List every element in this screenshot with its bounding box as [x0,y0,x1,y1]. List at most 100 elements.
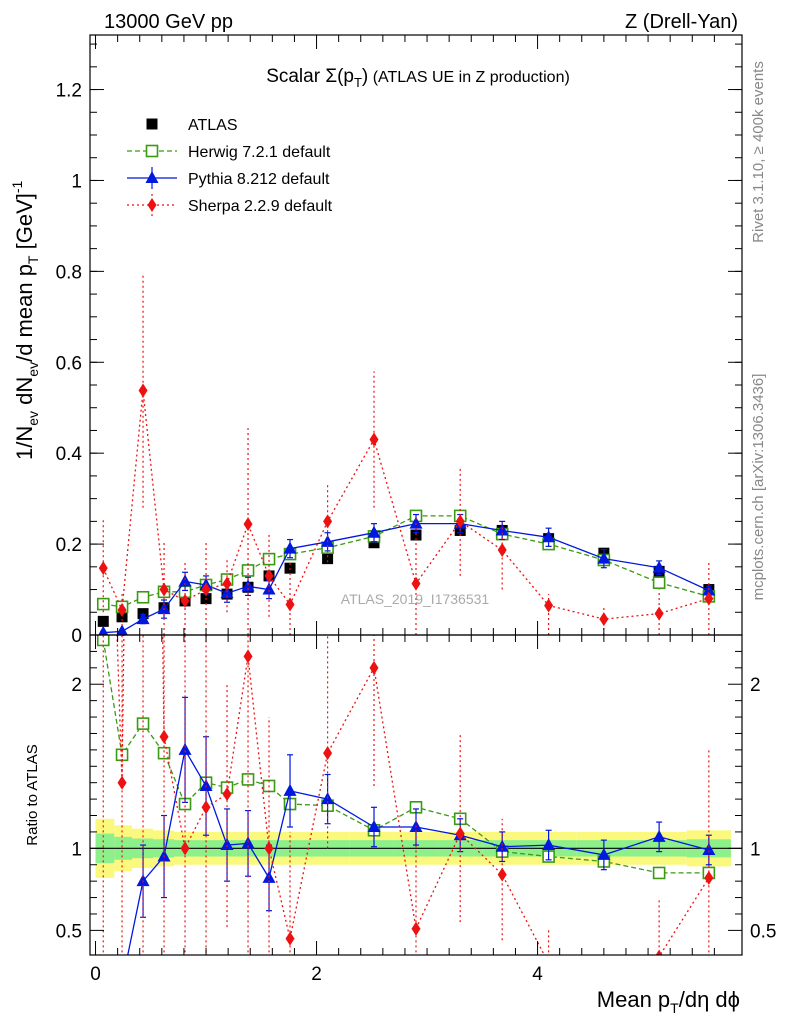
ratio-pythia-point [178,742,192,755]
ratio-sherpa-point [159,729,169,744]
ratio-pythia-point [702,842,716,855]
legend-herwig-marker [145,144,159,158]
xtick-label: 2 [311,964,322,985]
x-axis-title: Mean pT/dη dϕ [597,987,740,1016]
rivet-version-text: Rivet 3.1.10, ≥ 400k events [750,61,767,243]
ratio-pythia-point [495,839,509,852]
ratio-plot-frame [89,634,743,956]
main-pythia-point [136,612,150,625]
ratio-pythia-point [136,874,150,887]
ratio-sherpa-point [285,931,295,946]
main-sherpa-point [323,514,333,529]
xtick-label: 0 [90,964,101,985]
main-pythia-line [103,522,710,634]
ratio-pythia-point [367,820,381,832]
main-sherpa-line [102,390,709,620]
ratio-sherpa-point [264,841,274,856]
main-pythia-point [597,551,611,564]
ratio-herwig-point [157,746,171,760]
main-ytick-label: 0.2 [56,535,82,556]
main-ytick-label: 1.2 [56,81,82,102]
main-herwig-point [262,552,276,566]
main-sherpa-point [180,593,190,608]
ratio-ytick-label-right: 1 [750,839,761,860]
ratio-sherpa-point [411,921,421,936]
legend-pythia-label: Pythia 8.212 default [188,171,330,188]
main-ytick-label: 1 [71,171,82,192]
main-ytick-label: 0.6 [56,353,82,374]
ratio-sherpa-point [497,867,507,882]
mcplots-text: mcplots.cern.ch [arXiv:1306.3436] [750,374,767,601]
ratio-pythia-point [220,838,234,851]
ratio-sherpa-point [117,775,127,790]
legend-sherpa-label: Sherpa 2.2.9 default [188,198,333,215]
ratio-sherpa-point [455,826,465,841]
analysis-watermark: ATLAS_2019_I1736531 [341,591,490,607]
ratio-sherpa-point [544,956,553,970]
main-herwig-point [136,590,150,604]
main-atlas-point [368,537,380,549]
legend-pythia-marker [145,171,159,183]
main-sherpa-point [159,582,169,597]
main-pythia-point [367,525,381,538]
main-ylabel: 1/Nev dNev/d mean pT [GeV]-1 [9,180,41,460]
ratio-sherpa-point [243,649,253,664]
main-pythia-point [409,516,423,529]
main-pythia-point [652,560,666,573]
ratio-sherpa-point [99,218,108,232]
ratio-herwig-point [652,866,666,880]
legend-atlas-label: ATLAS [188,117,238,134]
ratio-ytick-label-left: 1 [71,839,82,860]
main-sherpa-point [98,561,108,576]
main-series-sherpa [98,273,714,635]
ratio-pythia-point [199,778,213,791]
main-sherpa-point [264,568,274,583]
main-ytick-label: 0 [71,626,82,647]
ratio-ytick-label-right: 0.5 [750,921,776,942]
ratio-pythia-point [597,847,611,860]
main-pythia-point [241,579,255,592]
legend-sherpa-marker [147,198,157,212]
ratio-sherpa-point [655,949,663,955]
main-ytick-label: 0.4 [56,444,83,465]
main-pythia-point [116,624,128,635]
xtick-label: 4 [532,964,543,985]
main-pythia-point [542,530,556,543]
main-series-pythia [98,513,716,635]
main-sherpa-point [497,543,507,557]
legend: ATLAS Herwig 7.2.1 default Pythia 8.212 de… [127,117,333,216]
ratio-plot-data [96,218,716,970]
ratio-ytick-label-left: 2 [71,675,82,696]
main-sherpa-point [599,612,609,627]
svg-text:1/Nev dNev/d mean pT [GeV]-1: 1/Nev dNev/d mean pT [GeV]-1 [9,180,41,460]
ratio-herwig-point [96,635,110,647]
main-herwig-point [652,576,666,590]
ratio-ytick-label-right: 2 [750,675,761,696]
main-sherpa-point [222,576,232,591]
main-sherpa-point [704,591,714,606]
ratio-pythia-point [542,838,556,851]
main-atlas-point [322,553,334,565]
main-pythia-point [262,582,276,595]
main-sherpa-point [117,603,127,617]
ratio-series-sherpa [99,218,714,970]
main-pythia-point [283,541,297,554]
main-ytick-label: 0.8 [56,262,82,283]
main-sherpa-point [369,432,379,447]
legend-herwig-label: Herwig 7.2.1 default [188,144,331,161]
ratio-herwig-point [241,773,255,786]
main-sherpa-point [138,383,148,398]
ratio-sherpa-point [369,660,379,675]
ratio-pythia-point [283,783,297,796]
main-sherpa-point [654,606,664,621]
header-right: Z (Drell-Yan) [625,11,738,33]
ratio-sherpa-point [180,841,190,856]
main-sherpa-point [411,576,421,591]
ratio-sherpa-point [323,746,333,761]
ratio-herwig-point [136,717,150,730]
header-left: 13000 GeV pp [104,11,233,33]
chart-title: Scalar Σ(pT) (ATLAS UE in Z production) [266,66,570,90]
ratio-ylabel: Ratio to ATLAS [24,744,41,845]
ratio-pythia-point [652,829,666,842]
main-sherpa-point [455,514,465,529]
